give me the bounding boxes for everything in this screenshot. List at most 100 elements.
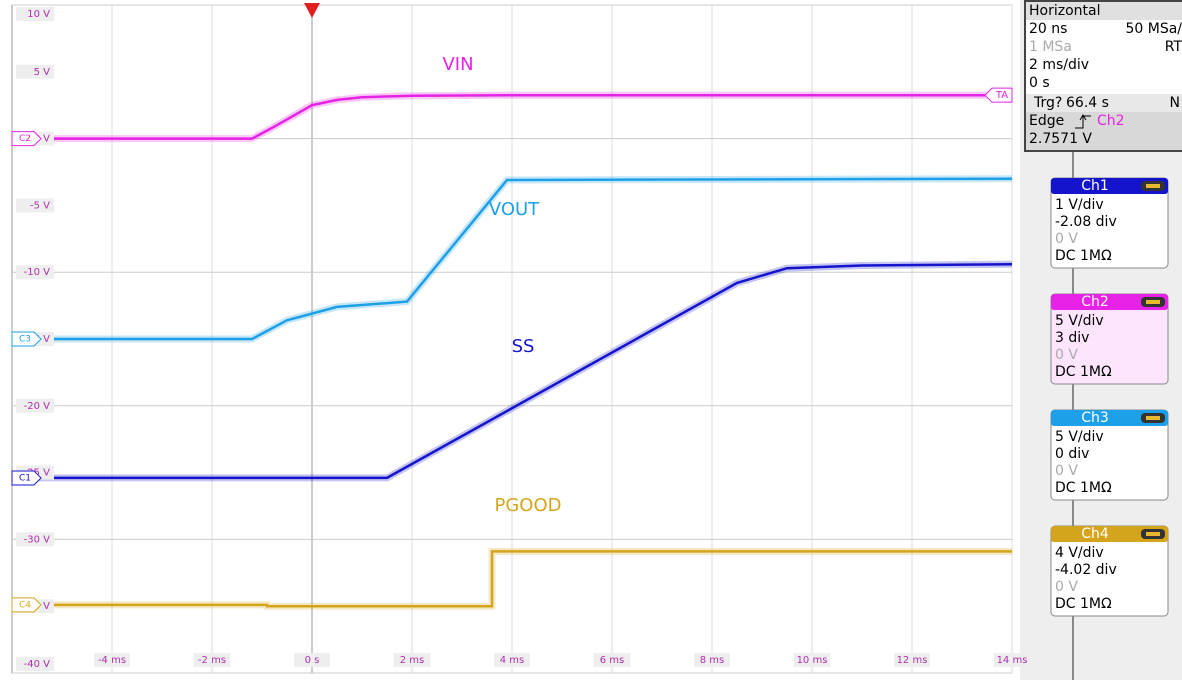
series-label: PGOOD	[495, 495, 562, 516]
x-tick-label: 6 ms	[600, 655, 625, 666]
channel-offset: 3 div	[1055, 330, 1089, 346]
tick-label-bg	[16, 265, 54, 280]
y-tick-label: 0 V	[34, 134, 51, 145]
channel-scale: 4 V/div	[1055, 545, 1104, 561]
y-tick-label: -40 V	[24, 659, 51, 670]
channel-toggle-led	[1146, 416, 1160, 420]
trace	[12, 177, 1013, 341]
channel-position: 0 V	[1055, 347, 1078, 363]
y-tick-label: -5 V	[30, 200, 50, 211]
series-label: VIN	[442, 54, 473, 75]
x-tick-label: 8 ms	[700, 655, 725, 666]
horizontal-trigger-mode: N	[1170, 95, 1180, 111]
trace	[12, 93, 1012, 140]
trigger-level-label: TA	[995, 90, 1008, 101]
channel-name: Ch2	[1081, 294, 1109, 310]
y-tick-label: -10 V	[24, 267, 51, 278]
x-tick-label: 12 ms	[897, 655, 928, 666]
channel-coupling: DC 1MΩ	[1055, 596, 1112, 612]
x-tick-label: 0 s	[305, 655, 320, 666]
horizontal-resolution: 20 ns	[1029, 21, 1067, 37]
horizontal-position: 0 s	[1029, 75, 1050, 91]
y-tick-label: -20 V	[24, 401, 51, 412]
channel-toggle-led	[1146, 532, 1160, 536]
channel-toggle-led	[1146, 184, 1160, 188]
tick-label-bg	[94, 653, 130, 667]
tick-label-bg	[994, 653, 1030, 667]
tick-label-bg	[294, 653, 330, 667]
channel-position: 0 V	[1055, 231, 1078, 247]
tick-label-bg	[16, 198, 54, 213]
trace	[12, 550, 1012, 608]
channel-marker-label: C4	[19, 600, 31, 610]
channel-coupling: DC 1MΩ	[1055, 248, 1112, 264]
channel-marker	[11, 331, 42, 347]
y-tick-label: -30 V	[24, 534, 51, 545]
series-label: VOUT	[489, 199, 540, 220]
channel-offset: 0 div	[1055, 446, 1089, 462]
channel-marker	[11, 131, 42, 147]
channel-name: Ch1	[1081, 178, 1109, 194]
channel-header	[1051, 294, 1168, 310]
x-tick-label: 2 ms	[400, 655, 425, 666]
channel-header	[1051, 410, 1168, 426]
tick-label-bg	[16, 7, 54, 21]
x-tick-label: 10 ms	[797, 655, 828, 666]
channel-position: 0 V	[1055, 579, 1078, 595]
channel-offset: -4.02 div	[1055, 562, 1117, 578]
x-tick-label: -2 ms	[198, 655, 226, 666]
edge-row	[1026, 112, 1182, 150]
channel-marker-label: C3	[19, 335, 31, 345]
horizontal-trigger-time: 66.4 s	[1066, 95, 1109, 111]
trigger-position	[304, 3, 320, 18]
horizontal-timebase: 2 ms/div	[1029, 57, 1089, 73]
horizontal-mode: RT	[1165, 39, 1182, 55]
tick-label-bg	[594, 653, 630, 667]
channel-coupling: DC 1MΩ	[1055, 480, 1112, 496]
channel-scale: 5 V/div	[1055, 313, 1104, 329]
horizontal-trigger-status: Trg?	[1033, 95, 1062, 111]
x-tick-label: 4 ms	[500, 655, 525, 666]
tick-label-bg	[16, 657, 54, 671]
channel-marker-label: C2	[19, 134, 31, 144]
trigger-row	[1026, 94, 1182, 112]
x-tick-label: -4 ms	[98, 655, 126, 666]
channel-offset: -2.08 div	[1055, 214, 1117, 230]
horizontal-trigger-level: 2.7571 V	[1029, 131, 1092, 147]
horizontal-title: Horizontal	[1029, 3, 1100, 19]
channel-scale: 1 V/div	[1055, 197, 1104, 213]
y-tick-label: 5 V	[34, 67, 51, 78]
channel-coupling: DC 1MΩ	[1055, 364, 1112, 380]
tick-label-bg	[494, 653, 530, 667]
tick-label-bg	[194, 653, 230, 667]
tick-label-bg	[894, 653, 930, 667]
tick-label-bg	[694, 653, 730, 667]
channel-scale: 5 V/div	[1055, 429, 1104, 445]
trace	[12, 262, 1013, 480]
tick-label-bg	[16, 64, 54, 79]
channel-name: Ch3	[1081, 410, 1109, 426]
tick-label-bg	[16, 398, 54, 413]
channel-marker	[11, 470, 42, 486]
edge-icon	[1075, 114, 1091, 129]
trigger-level-marker	[984, 87, 1013, 103]
tick-label-bg	[794, 653, 830, 667]
y-tick-label: -25 V	[24, 468, 51, 479]
panel: Horizontal 20 ns 50 MSa/1 MSa RT 2 ms/div 0 s…	[1024, 0, 1182, 617]
channel-marker	[11, 597, 42, 613]
y-tick-label: 10 V	[27, 9, 50, 20]
x-tick-label: 14 ms	[997, 655, 1028, 666]
channel-name: Ch4	[1081, 526, 1109, 542]
channel-marker-label: C1	[19, 473, 31, 483]
plot: 10 V5 V0 V-5 V-10 V-15 V-20 V-25 V-30 V-…	[11, 3, 1030, 674]
horizontal-sample-rate: 50 MSa/	[1125, 21, 1182, 37]
horizontal-trigger-source: Ch2	[1097, 113, 1125, 129]
horizontal-trigger-type: Edge	[1029, 113, 1064, 129]
horizontal-header	[1026, 2, 1182, 20]
tick-label-bg	[16, 532, 54, 547]
tick-label-bg	[394, 653, 430, 667]
channel-toggle-led	[1146, 300, 1160, 304]
channel-position: 0 V	[1055, 463, 1078, 479]
channel-header	[1051, 526, 1168, 542]
